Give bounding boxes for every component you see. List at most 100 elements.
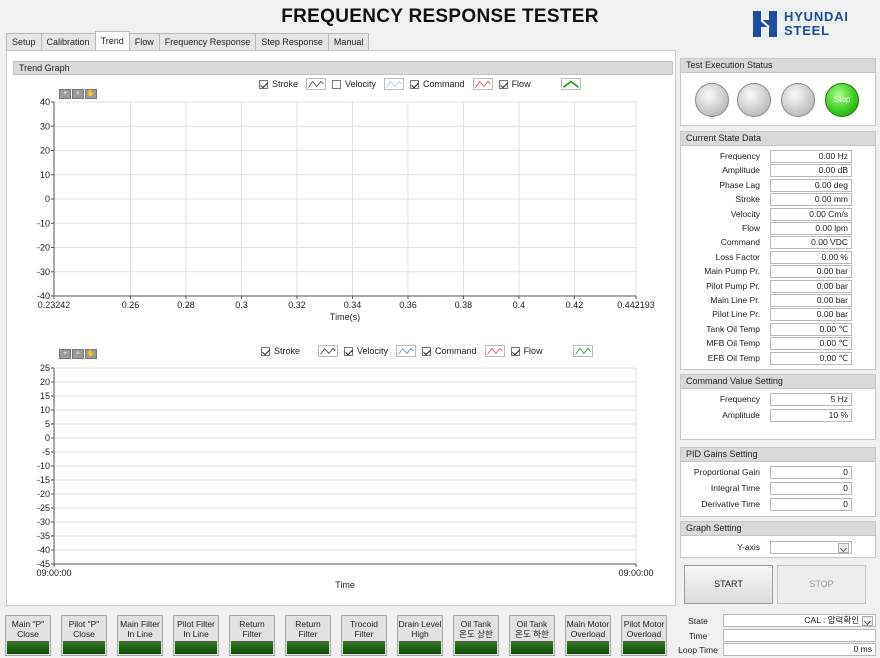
tab-frequency-response[interactable]: Frequency Response: [158, 33, 257, 50]
chart2-legend-stroke[interactable]: Stroke: [261, 346, 302, 356]
tab-manual[interactable]: Manual: [327, 33, 370, 50]
state-row-label: Command: [720, 237, 760, 248]
pid-gains-panel: PID Gains Setting Proportional Gain 0 In…: [680, 447, 876, 517]
zoom-icon[interactable]: ⌕: [72, 349, 84, 359]
y-tick-label: 10: [40, 170, 50, 180]
x-tick-label: 0.42: [566, 300, 584, 310]
alarm-indicator: Oil Tank 온도 상한: [453, 615, 499, 656]
pan-hand-icon[interactable]: ✋: [85, 349, 97, 359]
chart1-velocity-swatch-icon[interactable]: [384, 78, 405, 90]
chevron-down-icon[interactable]: [838, 543, 849, 553]
x-tick-label: 0.32: [288, 300, 306, 310]
yaxis-select[interactable]: [770, 541, 852, 554]
chart1-command-checkbox[interactable]: [410, 79, 420, 89]
y-tick-label: 15: [40, 391, 50, 401]
chart2-legend-velocity[interactable]: Velocity: [344, 346, 390, 356]
state-row: Loss Factor 0.00 %: [681, 250, 877, 265]
tab-calibration[interactable]: Calibration: [40, 33, 96, 50]
indicator-line1: Pilot Filter: [177, 619, 215, 629]
yaxis-row: Y-axis: [681, 541, 877, 555]
command-setting-header: Command Value Setting: [681, 375, 875, 389]
state-row: Pilot Line Pr. 0.00 bar: [681, 308, 877, 322]
state-row: Command 0.00 VDC: [681, 236, 877, 250]
state-row: Frequency 0.00 Hz: [681, 150, 877, 164]
chart2-command-checkbox[interactable]: [422, 346, 432, 356]
app-title: FREQUENCY RESPONSE TESTER: [281, 6, 599, 27]
proportional-gain-input[interactable]: 0: [770, 466, 852, 479]
stop-status-lamp: Stop: [825, 83, 859, 117]
state-row-label: Phase Lag: [719, 179, 760, 190]
integral-time-input[interactable]: 0: [770, 482, 852, 495]
command-frequency-input[interactable]: 5 Hz: [770, 393, 852, 406]
chart2-legend-flow[interactable]: Flow: [510, 346, 545, 356]
alarm-indicator: Return FilterEFB: [285, 615, 331, 656]
hyundai-steel-logo: HYUNDAI STEEL: [750, 9, 870, 45]
state-row: Flow 0.00 lpm: [681, 222, 877, 236]
y-tick-label: 0: [45, 194, 50, 204]
time-value: [723, 629, 876, 642]
chart1-legend-flow[interactable]: Flow: [498, 79, 533, 89]
indicator-line2: In Line: [127, 629, 153, 639]
indicator-line1: Main Motor: [566, 619, 610, 629]
state-row-value: 0.00 Cm/s: [770, 207, 852, 221]
chart2-flow-swatch-icon[interactable]: [572, 345, 593, 357]
state-row-value: 0.00 bar: [770, 265, 852, 279]
x-tick-label: 09:00:00: [36, 568, 71, 578]
y-tick-label: 40: [40, 97, 50, 107]
chevron-down-icon[interactable]: [862, 616, 873, 626]
command-amplitude-input[interactable]: 10 %: [770, 409, 852, 422]
y-tick-label: -40: [37, 291, 50, 301]
zoom-icon[interactable]: ⌕: [72, 89, 84, 99]
chart2-velocity-checkbox[interactable]: [344, 346, 354, 356]
tab-setup[interactable]: Setup: [6, 33, 42, 50]
state-row-label: Flow: [742, 223, 760, 233]
stop-button[interactable]: STOP: [777, 565, 866, 604]
indicator-line2: 온도 상한: [459, 629, 493, 639]
indicator-line1: Main Filter: [120, 619, 160, 629]
cursor-move-icon[interactable]: +: [59, 89, 71, 99]
chart1-toolbar: + ⌕ ✋: [59, 89, 98, 99]
test-execution-status-panel: Test Execution Status Stop: [680, 58, 876, 126]
state-row-value: 0.00 bar: [770, 279, 852, 293]
state-select[interactable]: CAL : 압력확인: [723, 614, 876, 627]
indicator-line2: Overload: [626, 629, 662, 639]
state-label: State: [688, 616, 708, 626]
cursor-move-icon[interactable]: +: [59, 349, 71, 359]
chart2-velocity-swatch-icon[interactable]: [396, 345, 417, 357]
chart1-stroke-checkbox[interactable]: [259, 79, 268, 89]
chart2-stroke-checkbox[interactable]: [261, 346, 270, 356]
alarm-indicator: Pilot "P" Close: [61, 615, 107, 656]
chart1-flow-swatch-icon[interactable]: [560, 78, 581, 90]
chart2-flow-checkbox[interactable]: [510, 346, 520, 356]
derivative-time-input[interactable]: 0: [770, 498, 852, 511]
chart1-legend-stroke[interactable]: Stroke: [259, 79, 300, 89]
alarm-indicator: Pilot Motor Overload: [621, 615, 667, 656]
loop-time-label: Loop Time: [678, 645, 718, 655]
chart1-command-swatch-icon[interactable]: [472, 78, 493, 90]
chart1-velocity-checkbox[interactable]: [332, 79, 342, 89]
chart1-legend: Stroke Velocity Command Flow: [259, 77, 587, 91]
chart2-command-swatch-icon[interactable]: [484, 345, 505, 357]
chart2-legend-command[interactable]: Command: [422, 346, 479, 356]
x-tick-label: 09:00:00: [618, 568, 653, 578]
chart1-stroke-swatch-icon[interactable]: [306, 78, 327, 90]
tab-step-response[interactable]: Step Response: [255, 33, 329, 50]
start-button[interactable]: START: [684, 565, 773, 604]
chart1-legend-command[interactable]: Command: [410, 79, 467, 89]
y-tick-label: -20: [37, 489, 50, 499]
x-tick-label: 0.3: [235, 300, 248, 310]
indicator-led: [567, 641, 609, 654]
indicator-line1: Pilot "P": [68, 619, 100, 629]
indicator-line1: Return Filter: [239, 619, 265, 639]
pan-hand-icon[interactable]: ✋: [85, 89, 97, 99]
chart2-stroke-swatch-icon[interactable]: [318, 345, 339, 357]
chart1-flow-checkbox[interactable]: [498, 79, 508, 89]
tab-trend[interactable]: Trend: [94, 31, 130, 50]
y-tick-label: -25: [37, 503, 50, 513]
logo-mark-icon: [753, 11, 777, 37]
chart1-legend-velocity[interactable]: Velocity: [332, 79, 378, 89]
state-row-value: 0.00 bar: [770, 308, 852, 322]
tab-flow[interactable]: Flow: [128, 33, 160, 50]
x-tick-label: 0.4: [513, 300, 526, 310]
state-row-value: 0.00 dB: [770, 164, 852, 178]
